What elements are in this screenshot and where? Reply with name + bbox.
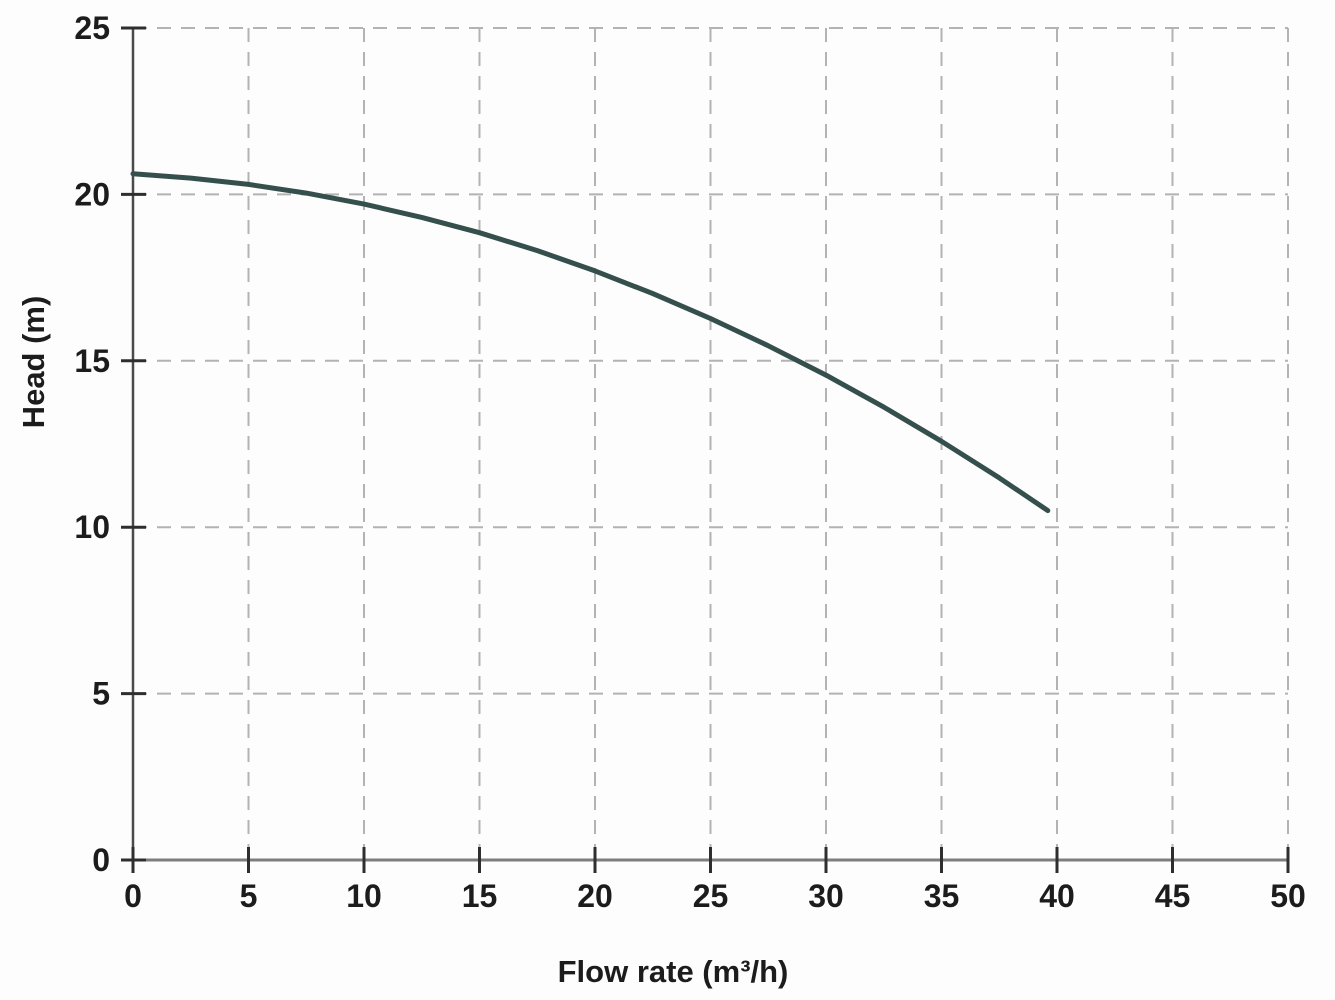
y-tick-label: 10 (74, 509, 110, 545)
y-tick-label: 0 (92, 842, 110, 878)
y-tick-label: 20 (74, 176, 110, 212)
x-tick-label: 50 (1270, 878, 1306, 914)
pump-curve-line (130, 171, 1051, 514)
x-tick-label: 30 (808, 878, 844, 914)
x-axis-title: Flow rate (m³/h) (558, 954, 789, 989)
gridlines (133, 27, 1289, 860)
x-tick-label: 20 (577, 878, 613, 914)
x-tick-label: 25 (693, 878, 729, 914)
y-tick-label: 25 (74, 10, 110, 46)
x-tick-label: 0 (124, 878, 142, 914)
x-tick-label: 35 (924, 878, 960, 914)
data-series (130, 171, 1051, 514)
x-tick-label: 40 (1039, 878, 1075, 914)
y-axis-title: Head (m) (16, 296, 51, 429)
x-tick-label: 15 (462, 878, 498, 914)
tick-labels: 0 5 10 15 20 25 0 5 10 15 20 25 30 35 40 45 50 (74, 10, 1305, 914)
axes (121, 26, 1290, 873)
x-tick-label: 45 (1155, 878, 1191, 914)
x-tick-label: 10 (346, 878, 382, 914)
x-tick-label: 5 (240, 878, 258, 914)
y-tick-label: 5 (92, 676, 110, 712)
y-tick-label: 15 (74, 343, 110, 379)
